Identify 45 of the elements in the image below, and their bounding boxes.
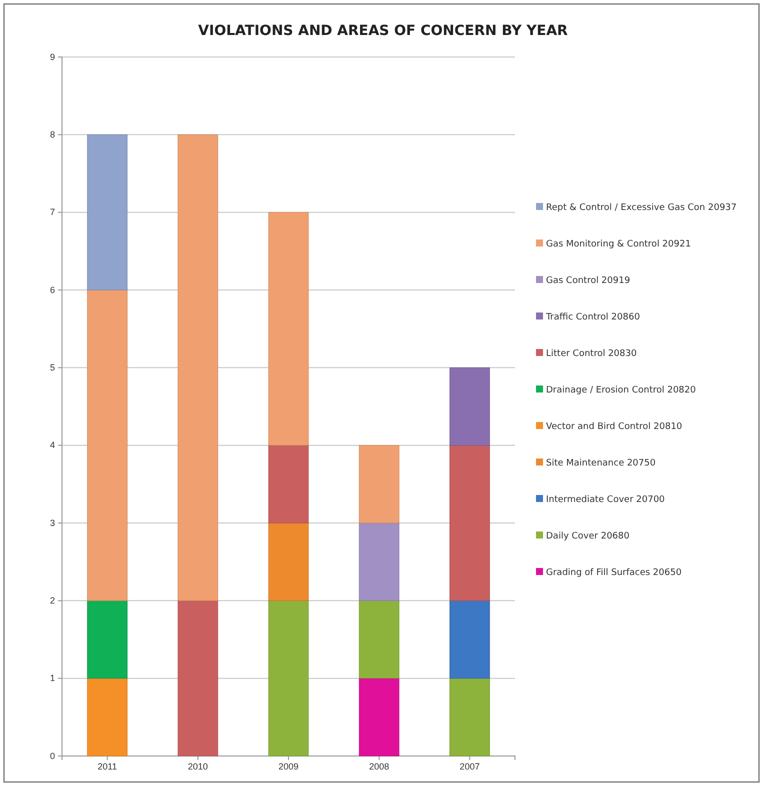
- y-tick-label: 4: [50, 440, 55, 450]
- bar: [450, 367, 490, 446]
- legend-label: Vector and Bird Control 20810: [546, 422, 682, 432]
- bar: [358, 600, 400, 679]
- y-tick-label: 1: [50, 673, 55, 684]
- y-tick-label: 2: [50, 596, 55, 606]
- y-tick-label: 5: [50, 362, 55, 373]
- y-tick-label: 7: [50, 207, 55, 218]
- x-tick-label: 2010: [188, 761, 208, 772]
- y-tick-label: 8: [50, 130, 55, 140]
- y-tick-label: 9: [50, 52, 55, 62]
- x-tick-label: 2011: [98, 761, 117, 772]
- y-tick-label: 0: [50, 750, 55, 761]
- legend-label: Grading of Fill Surfaces 20650: [546, 568, 682, 578]
- legend-label: Rept & Control / Excessive Gas Con 20937: [546, 203, 737, 213]
- legend-label: Site Maintenance 20750: [546, 458, 656, 468]
- bar: [450, 600, 490, 679]
- legend-label: Drainage / Erosion Control 20820: [546, 386, 696, 396]
- bar: [358, 445, 400, 524]
- bar: [268, 212, 309, 446]
- legend-label: Intermediate Cover 20700: [546, 495, 666, 505]
- y-tick-label: 6: [50, 284, 55, 295]
- legend-label: Daily Cover 20680: [546, 532, 630, 542]
- legend-label: Gas Monitoring & Control 20921: [546, 240, 691, 250]
- bar: [87, 290, 128, 601]
- bar: [450, 678, 490, 756]
- x-tick-label: 2008: [369, 761, 390, 772]
- bar: [268, 445, 309, 524]
- bar: [178, 134, 218, 601]
- bar: [358, 522, 400, 601]
- bar: [358, 678, 400, 756]
- bar: [268, 600, 309, 756]
- bar: [87, 134, 128, 290]
- chart-title: VIOLATIONS AND AREAS OF CONCERN BY YEAR: [198, 23, 568, 39]
- bar: [268, 522, 309, 601]
- bar: [87, 678, 128, 756]
- x-tick-label: 2007: [460, 761, 480, 772]
- bar: [178, 600, 218, 756]
- y-tick-label: 3: [50, 518, 55, 528]
- bar: [450, 445, 490, 601]
- legend-label: Gas Control 20919: [546, 276, 630, 286]
- legend-label: Traffic Control 20860: [545, 312, 640, 322]
- legend-label: Litter Control 20830: [546, 349, 637, 359]
- x-tick-label: 2009: [278, 761, 299, 772]
- bar: [87, 600, 128, 679]
